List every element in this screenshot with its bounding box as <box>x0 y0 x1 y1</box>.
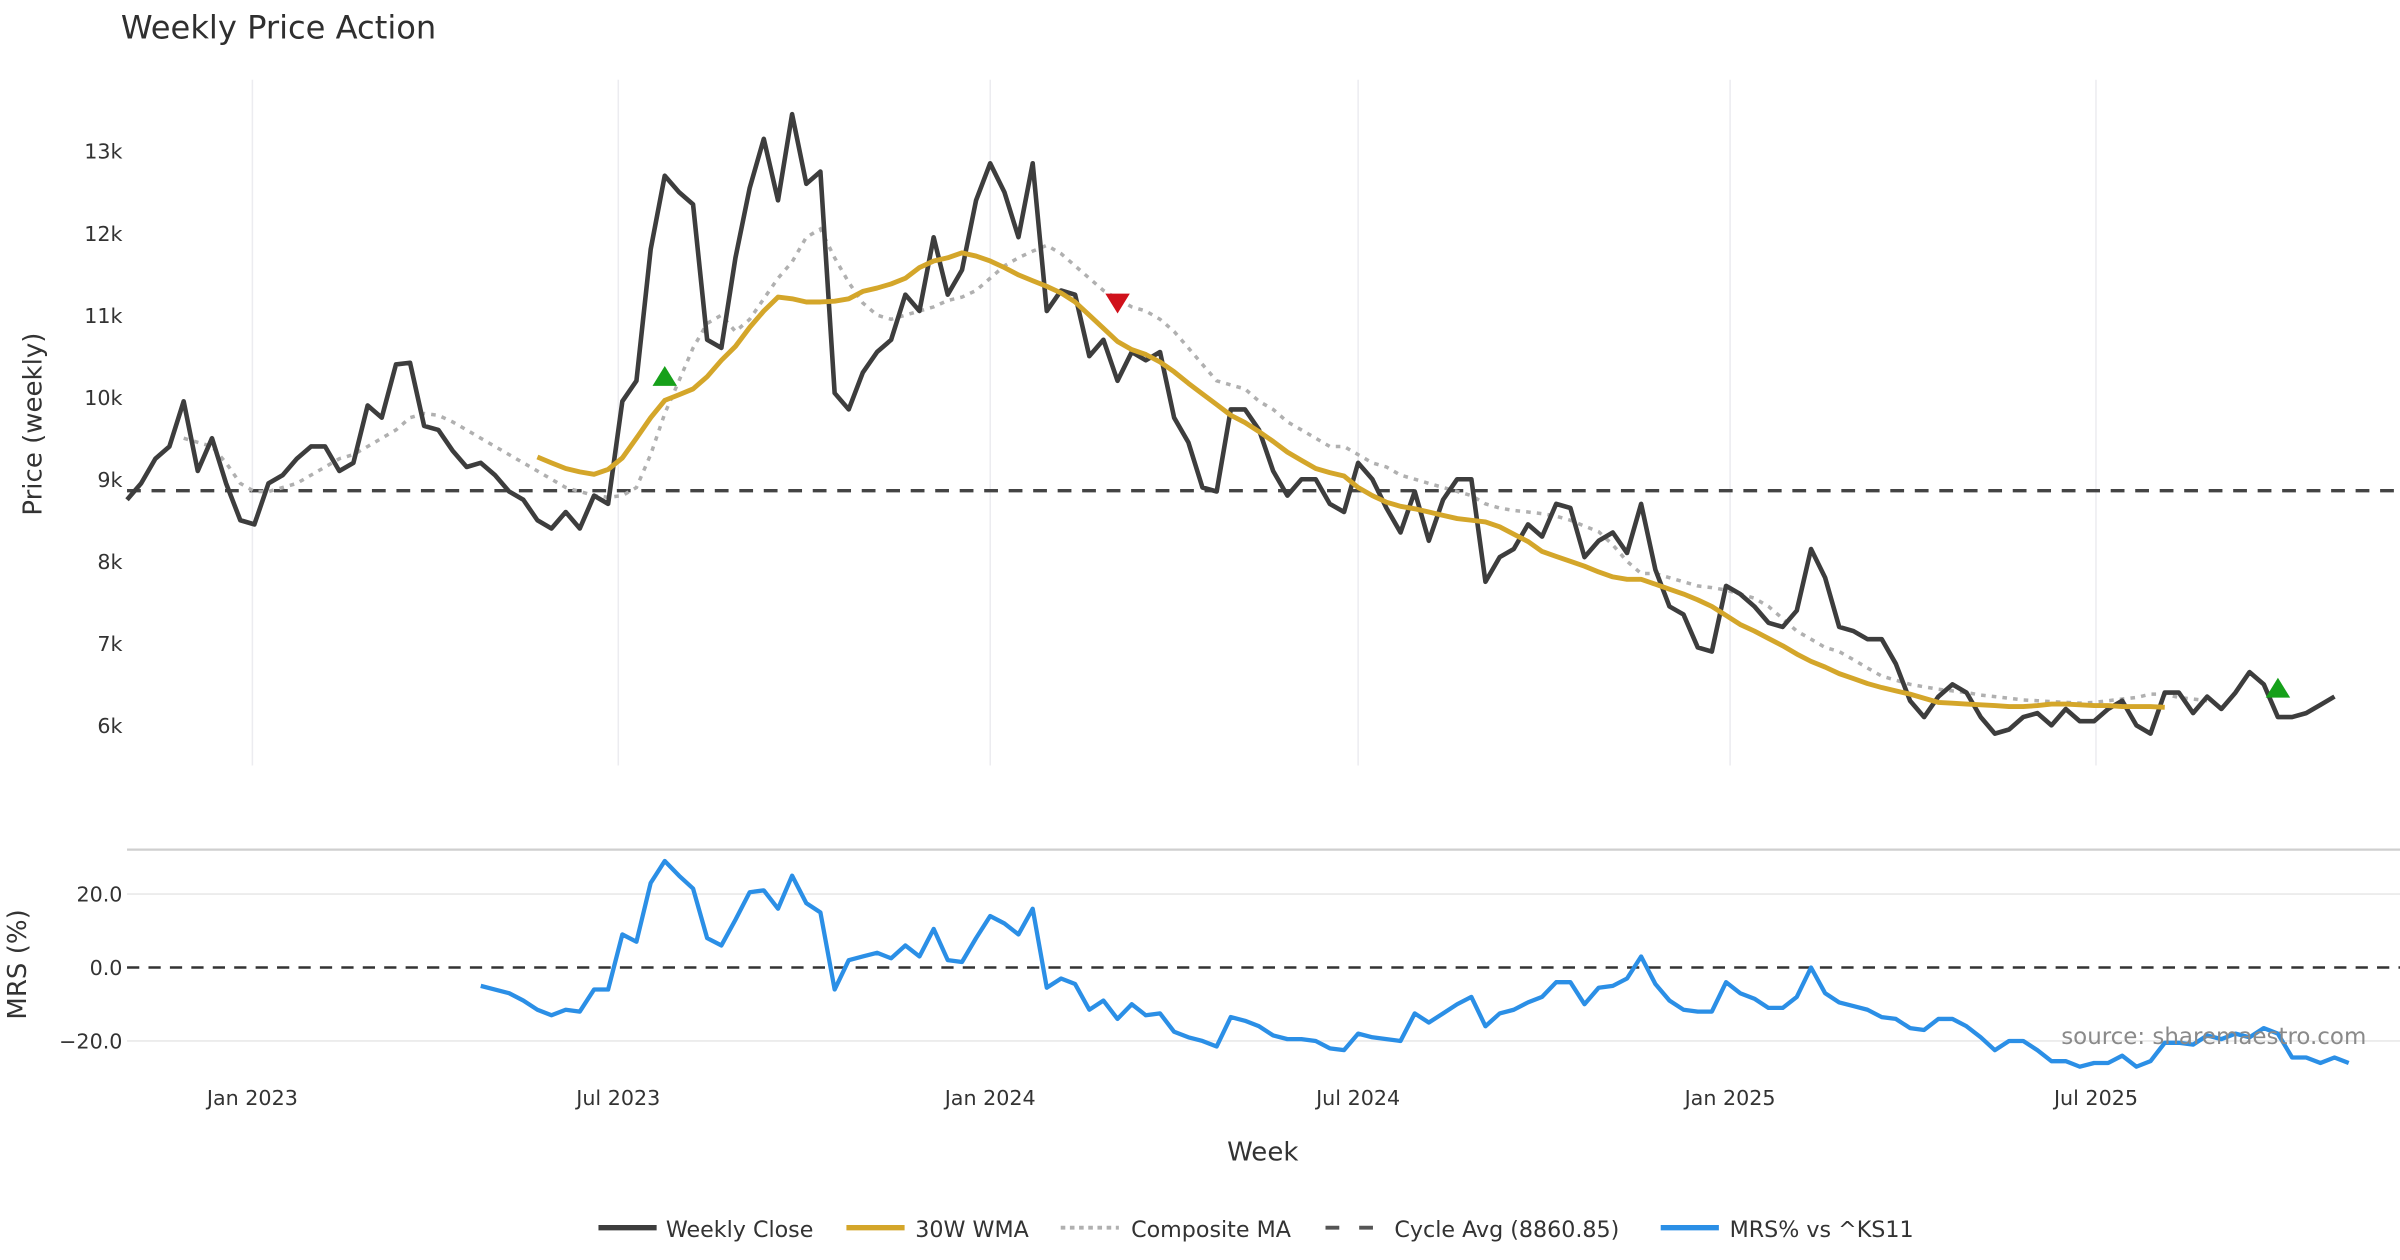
price-y-tick-label: 11k <box>84 304 122 328</box>
price-panel: 6k 7k 8k 9k 10k 11k 12k 13k Price (weekly) <box>18 79 2400 766</box>
svg-text:Weekly Close: Weekly Close <box>666 1217 814 1243</box>
mrs-y-tick-label: 20.0 <box>76 883 122 907</box>
mrs-line <box>480 858 2350 1069</box>
x-tick-label: Jan 2025 <box>1683 1086 1776 1110</box>
x-axis-ticks: Jan 2023 Jul 2023 Jan 2024 Jul 2024 Jan 2025… <box>205 1086 2138 1110</box>
x-tick-label: Jul 2024 <box>1314 1086 1400 1110</box>
price-x-gridlines <box>251 79 2097 766</box>
legend-item-mrs[interactable]: MRS% vs ^KS11 <box>1660 1217 1914 1243</box>
legend: Weekly Close 30W WMA Composite MA Cycle … <box>598 1217 1914 1243</box>
x-tick-label: Jul 2023 <box>574 1086 660 1110</box>
x-tick-label: Jul 2025 <box>2052 1086 2138 1110</box>
chart-title: Weekly Price Action <box>121 8 436 46</box>
weekly-close-line <box>125 111 2336 736</box>
sell-signal-triangle-down <box>1105 293 1130 314</box>
price-y-axis-label: Price (weekly) <box>18 333 48 516</box>
svg-text:Cycle Avg (8860.85): Cycle Avg (8860.85) <box>1394 1217 1619 1243</box>
legend-item-30w-wma[interactable]: 30W WMA <box>846 1217 1029 1243</box>
price-y-tick-label: 12k <box>84 222 122 246</box>
price-y-tick-label: 7k <box>97 632 122 656</box>
source-watermark: source: sharemaestro.com <box>2061 1024 2366 1050</box>
legend-item-cycle-avg[interactable]: Cycle Avg (8860.85) <box>1325 1217 1620 1243</box>
wma-30w-line <box>536 250 2165 710</box>
composite-ma-line <box>183 226 2208 705</box>
svg-text:MRS% vs ^KS11: MRS% vs ^KS11 <box>1730 1217 1914 1243</box>
price-y-tick-label: 8k <box>97 550 122 574</box>
svg-text:30W WMA: 30W WMA <box>915 1217 1028 1243</box>
svg-text:Composite MA: Composite MA <box>1131 1217 1291 1243</box>
price-y-tick-label: 9k <box>97 468 122 492</box>
price-y-tick-label: 6k <box>97 714 122 738</box>
legend-item-weekly-close[interactable]: Weekly Close <box>598 1217 813 1243</box>
buy-signal-triangle-up <box>2265 677 2291 698</box>
mrs-y-tick-label: 0.0 <box>90 956 123 980</box>
price-y-tick-label: 10k <box>84 386 122 410</box>
mrs-y-axis-label: MRS (%) <box>3 909 33 1019</box>
x-tick-label: Jan 2024 <box>943 1086 1036 1110</box>
price-y-ticks: 6k 7k 8k 9k 10k 11k 12k 13k <box>84 140 122 738</box>
legend-item-composite-ma[interactable]: Composite MA <box>1060 1217 1291 1243</box>
price-y-tick-label: 13k <box>84 140 122 164</box>
mrs-panel: −20.0 0.0 20.0 MRS (%) source: sharemaestr… <box>3 858 2400 1069</box>
x-axis-label: Week <box>1227 1137 1298 1167</box>
signal-markers <box>652 293 2291 698</box>
buy-signal-triangle-up <box>652 365 678 386</box>
x-tick-label: Jan 2023 <box>205 1086 298 1110</box>
mrs-y-tick-label: −20.0 <box>59 1030 122 1054</box>
